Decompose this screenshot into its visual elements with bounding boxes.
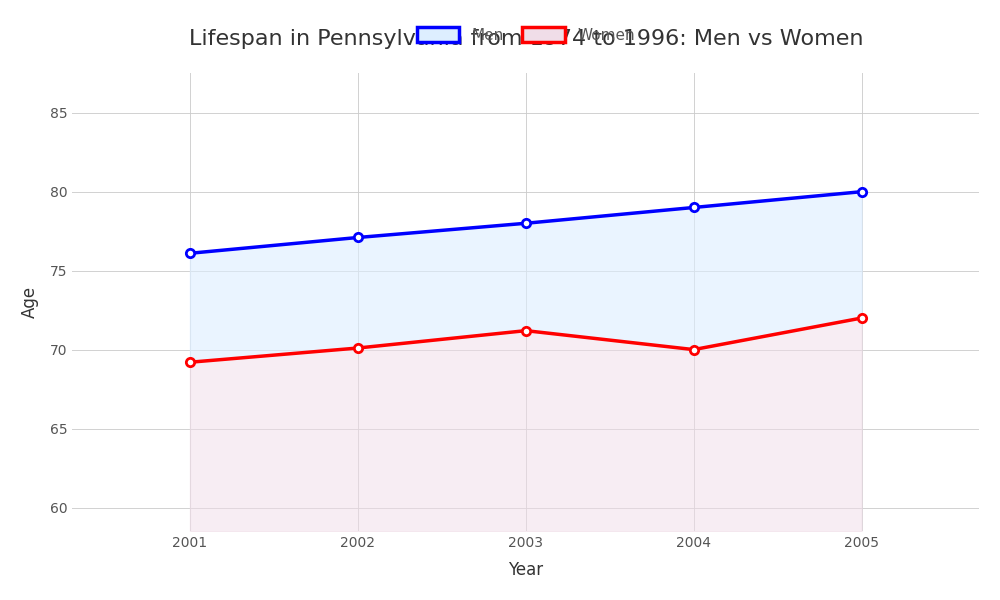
Title: Lifespan in Pennsylvania from 1974 to 1996: Men vs Women: Lifespan in Pennsylvania from 1974 to 19… [189,29,863,49]
Legend: Men, Women: Men, Women [411,22,641,49]
X-axis label: Year: Year [508,561,543,579]
Y-axis label: Age: Age [21,286,39,318]
